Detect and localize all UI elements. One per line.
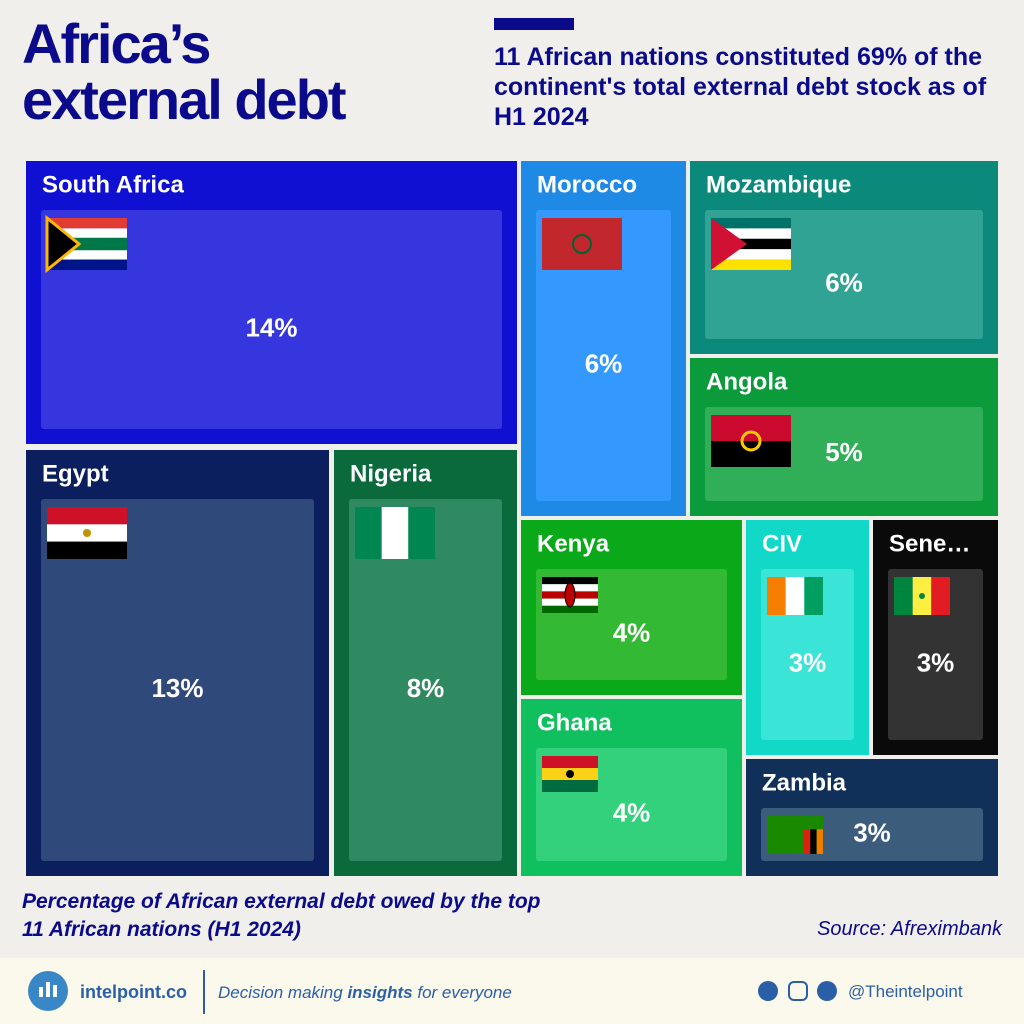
flag-stripe xyxy=(47,249,127,260)
flag-shape xyxy=(566,770,574,778)
chart-subtitle: 11 African nations constituted 69% of th… xyxy=(494,43,987,131)
flag-stripe xyxy=(542,577,598,585)
flag-stripe xyxy=(711,441,791,467)
value-label: 5% xyxy=(825,437,863,467)
cell-label: Angola xyxy=(706,368,788,395)
flag-shape xyxy=(711,218,747,270)
flag-stripe xyxy=(408,507,435,559)
value-label: 6% xyxy=(825,267,863,297)
tagline: Decision making insights for everyone xyxy=(218,983,512,1003)
flag-stripe xyxy=(711,249,791,260)
flag-stripe xyxy=(767,577,786,615)
flag-shape xyxy=(45,214,82,274)
flag-shape xyxy=(564,582,576,608)
flag-stripe xyxy=(803,829,811,854)
brand: intelpoint.co xyxy=(80,982,187,1002)
cell-inner xyxy=(349,499,502,861)
accent-bar xyxy=(494,18,574,30)
flag-stripe xyxy=(931,577,950,615)
flag-shape xyxy=(83,529,91,537)
flag-stripe xyxy=(47,541,127,559)
flag-stripe xyxy=(711,415,791,441)
flag-stripe xyxy=(804,577,823,615)
flag-stripe xyxy=(47,259,127,270)
flag-stripe xyxy=(711,259,791,270)
flag-stripe xyxy=(542,218,622,270)
flag-stripe xyxy=(711,228,791,239)
flag-stripe xyxy=(355,507,382,559)
flag-shape xyxy=(572,234,592,254)
value-label: 8% xyxy=(407,673,445,703)
flag-stripe xyxy=(894,577,913,615)
flag-shape xyxy=(740,430,762,452)
flag-stripe xyxy=(542,605,598,613)
cell-label: Ghana xyxy=(537,709,612,736)
value-label: 3% xyxy=(853,817,891,847)
cell-label: CIV xyxy=(762,530,802,557)
value-label: 13% xyxy=(151,673,203,703)
footer xyxy=(0,958,1024,1024)
cell-label: Sene… xyxy=(889,530,970,557)
flag-stripe xyxy=(47,507,127,525)
value-label: 4% xyxy=(613,617,651,647)
chart-title: Africa’s external debt xyxy=(22,12,347,131)
source: Source: Afreximbank xyxy=(817,918,1002,940)
cell-label: Kenya xyxy=(537,530,610,557)
value-label: 3% xyxy=(917,647,955,677)
cell-inner xyxy=(41,499,314,861)
flag-stripe xyxy=(711,238,791,250)
flag-stripe xyxy=(47,228,127,239)
value-label: 4% xyxy=(613,797,651,827)
cell-label: Mozambique xyxy=(706,171,851,198)
flag-stripe xyxy=(542,756,598,768)
flag-stripe xyxy=(47,218,127,229)
value-label: 14% xyxy=(245,312,297,342)
value-label: 6% xyxy=(585,348,623,378)
tagline-text: for everyone xyxy=(412,983,512,1002)
flag-stripe xyxy=(711,218,791,229)
handle: @Theintelpoint xyxy=(848,982,963,1001)
tagline-text: insights xyxy=(347,983,413,1002)
flag-stripe xyxy=(542,780,598,792)
tagline-text: Decision making xyxy=(218,983,348,1002)
cell-label: Egypt xyxy=(42,460,109,487)
flag-stripe xyxy=(785,577,805,615)
cell-label: Morocco xyxy=(537,171,637,198)
caption: Percentage of African external debt owed… xyxy=(22,890,541,941)
value-label: 3% xyxy=(789,647,827,677)
flag-stripe xyxy=(381,507,409,559)
cell-label: South Africa xyxy=(42,171,184,198)
flag-stripe xyxy=(816,829,823,854)
flag-shape xyxy=(919,593,925,599)
cell-inner xyxy=(536,210,671,501)
flag-stripe xyxy=(810,829,817,854)
cell-inner xyxy=(41,210,502,429)
cell-label: Zambia xyxy=(762,769,847,796)
cell-label: Nigeria xyxy=(350,460,432,487)
